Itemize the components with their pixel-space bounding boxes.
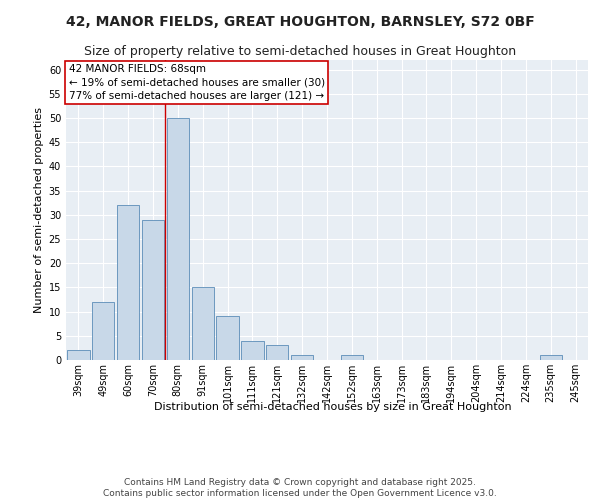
Y-axis label: Number of semi-detached properties: Number of semi-detached properties (34, 107, 44, 313)
Bar (67, 350, 89, 360)
Text: 42 MANOR FIELDS: 68sqm
← 19% of semi-detached houses are smaller (30)
77% of sem: 42 MANOR FIELDS: 68sqm ← 19% of semi-det… (68, 64, 325, 101)
Text: Size of property relative to semi-detached houses in Great Houghton: Size of property relative to semi-detach… (84, 45, 516, 58)
Bar (92, 302, 115, 360)
Bar (266, 346, 289, 360)
Bar (291, 355, 313, 360)
Bar (191, 288, 214, 360)
Bar (241, 340, 263, 360)
Bar (539, 355, 562, 360)
Text: 42, MANOR FIELDS, GREAT HOUGHTON, BARNSLEY, S72 0BF: 42, MANOR FIELDS, GREAT HOUGHTON, BARNSL… (65, 15, 535, 29)
Bar (142, 220, 164, 360)
Text: Contains HM Land Registry data © Crown copyright and database right 2025.
Contai: Contains HM Land Registry data © Crown c… (103, 478, 497, 498)
Bar (117, 205, 139, 360)
Text: Distribution of semi-detached houses by size in Great Houghton: Distribution of semi-detached houses by … (154, 402, 512, 412)
Bar (167, 118, 189, 360)
Bar (341, 355, 363, 360)
Bar (217, 316, 239, 360)
